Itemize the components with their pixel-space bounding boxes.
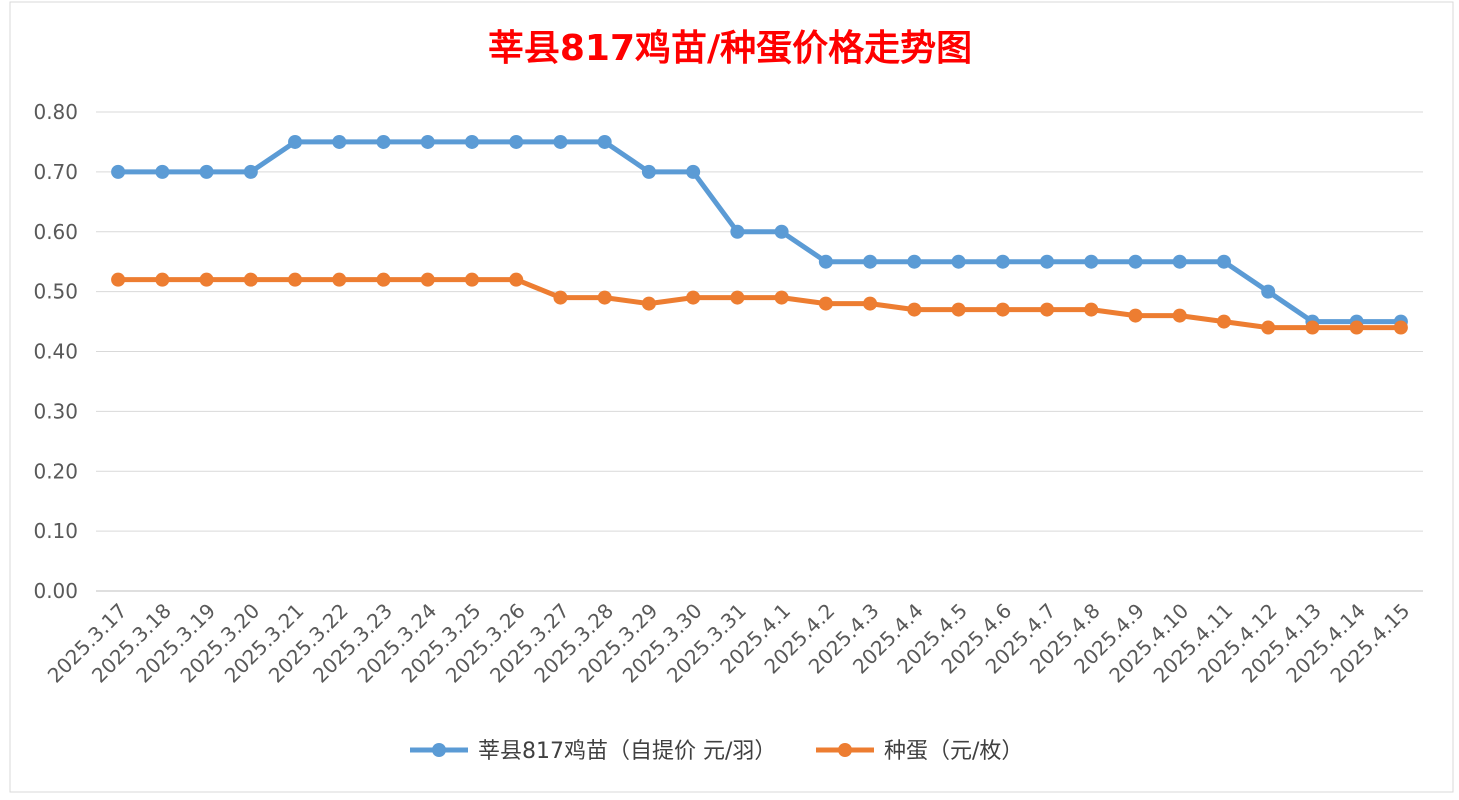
- chart-border: [9, 1, 1454, 793]
- legend-marker: [432, 743, 446, 757]
- data-point: [288, 272, 303, 287]
- data-point: [1261, 284, 1276, 299]
- data-point: [1216, 314, 1231, 329]
- y-tick-label: 0.40: [33, 340, 78, 364]
- data-point: [553, 290, 568, 305]
- data-point: [155, 164, 170, 179]
- data-point: [597, 134, 612, 149]
- series-line: [115, 139, 1404, 325]
- data-point: [641, 164, 656, 179]
- y-tick-label: 0.50: [33, 280, 78, 304]
- legend-item-1: 莘县817鸡苗（自提价 元/羽）: [410, 739, 776, 764]
- legend-marker: [838, 743, 852, 757]
- data-point: [863, 296, 878, 311]
- data-point: [1349, 320, 1364, 335]
- data-point: [863, 254, 878, 269]
- data-point: [243, 164, 258, 179]
- y-tick-label: 0.80: [33, 100, 78, 124]
- data-point: [951, 254, 966, 269]
- data-point: [155, 272, 170, 287]
- chart-title: 莘县817鸡苗/种蛋价格走势图: [488, 28, 972, 69]
- data-point: [686, 164, 701, 179]
- data-point: [464, 134, 479, 149]
- series-2: [111, 272, 1408, 335]
- data-point: [730, 290, 745, 305]
- data-point: [464, 272, 479, 287]
- data-point: [199, 272, 214, 287]
- data-point: [1128, 308, 1143, 323]
- data-point: [376, 272, 391, 287]
- data-point: [818, 296, 833, 311]
- data-point: [686, 290, 701, 305]
- data-point: [1261, 320, 1276, 335]
- data-point: [376, 134, 391, 149]
- y-tick-label: 0.20: [33, 459, 78, 483]
- data-point: [420, 134, 435, 149]
- data-point: [1216, 254, 1231, 269]
- y-tick-label: 0.70: [33, 160, 78, 184]
- data-point: [509, 272, 524, 287]
- data-point: [1040, 302, 1055, 317]
- data-point: [995, 302, 1010, 317]
- y-tick-label: 0.10: [33, 519, 78, 543]
- data-point: [1084, 254, 1099, 269]
- data-point: [1040, 254, 1055, 269]
- data-point: [907, 254, 922, 269]
- data-point: [420, 272, 435, 287]
- data-point: [1172, 308, 1187, 323]
- data-point: [332, 272, 347, 287]
- data-point: [818, 254, 833, 269]
- data-point: [1393, 320, 1408, 335]
- y-tick-label: 0.00: [33, 579, 78, 603]
- data-point: [1128, 254, 1143, 269]
- data-point: [509, 134, 524, 149]
- data-point: [332, 134, 347, 149]
- data-point: [995, 254, 1010, 269]
- data-point: [288, 134, 303, 149]
- data-point: [1172, 254, 1187, 269]
- data-point: [199, 164, 214, 179]
- data-point: [907, 302, 922, 317]
- data-point: [641, 296, 656, 311]
- series-line: [115, 277, 1404, 331]
- data-point: [111, 164, 126, 179]
- series-1: [111, 134, 1408, 329]
- data-point: [243, 272, 258, 287]
- data-point: [111, 272, 126, 287]
- data-point: [1305, 320, 1320, 335]
- legend-label: 种蛋（元/枚）: [884, 739, 1023, 764]
- data-point: [1084, 302, 1099, 317]
- legend-item-2: 种蛋（元/枚）: [816, 739, 1023, 764]
- y-tick-label: 0.60: [33, 220, 78, 244]
- data-point: [951, 302, 966, 317]
- data-point: [730, 224, 745, 239]
- data-point: [774, 224, 789, 239]
- legend-label: 莘县817鸡苗（自提价 元/羽）: [478, 739, 776, 764]
- data-point: [553, 134, 568, 149]
- data-point: [597, 290, 612, 305]
- y-tick-label: 0.30: [33, 399, 78, 423]
- data-point: [774, 290, 789, 305]
